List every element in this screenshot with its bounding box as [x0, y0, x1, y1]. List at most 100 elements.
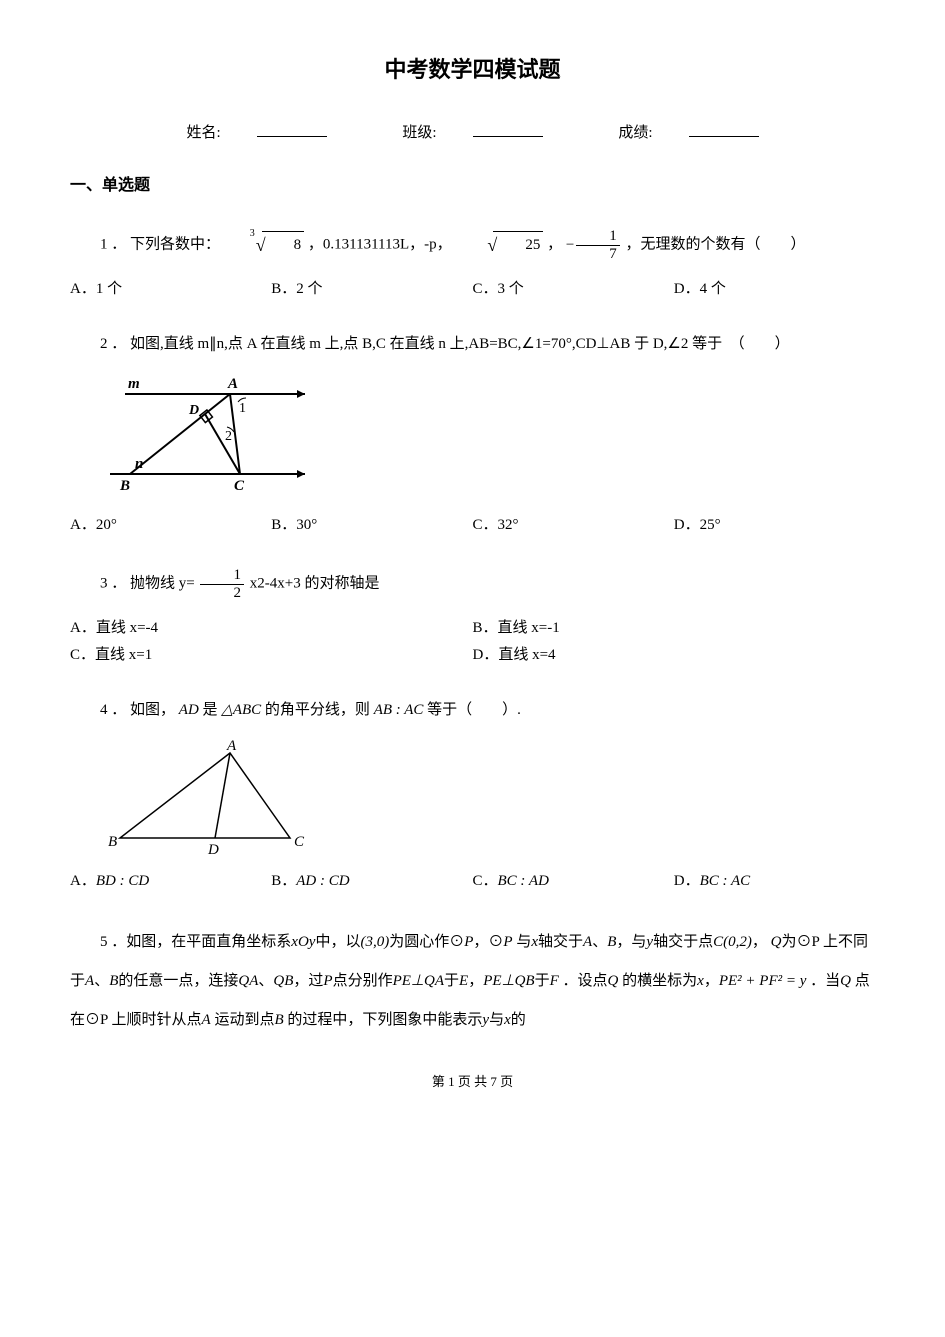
- label-A: A: [227, 376, 238, 392]
- q1-text-mid2: ，: [547, 237, 562, 253]
- q5-t2: 中，以: [315, 934, 360, 950]
- q4-c-val: BC : AD: [498, 873, 549, 889]
- q4-ratio: AB : AC: [374, 702, 424, 718]
- class-field: 班级:: [384, 125, 560, 141]
- q5-t19: 于: [535, 973, 550, 989]
- section-1-heading: 一、单选题: [70, 172, 875, 201]
- class-label: 班级:: [402, 125, 436, 141]
- q5-t27: 与: [489, 1012, 504, 1028]
- q5-x2: x: [697, 973, 704, 989]
- q5-x3: x: [504, 1012, 511, 1028]
- minus-sign: −: [566, 237, 574, 253]
- q1-text-pre: 下列各数中：: [130, 237, 220, 253]
- q5-P1: P: [464, 934, 473, 950]
- name-blank: [257, 121, 327, 137]
- label-m: m: [128, 376, 140, 392]
- q5-E1: E: [459, 973, 468, 989]
- q4-option-a: A．BD : CD: [70, 868, 271, 895]
- page-footer: 第 1 页 共 7 页: [70, 1070, 875, 1093]
- question-5: 5 ．如图，在平面直角坐标系xOy中，以(3,0)为圆心作⊙P，⊙P 与x轴交于…: [70, 923, 875, 1040]
- q2-option-c: C．32°: [473, 512, 674, 539]
- q4-option-d: D．BC : AC: [674, 868, 875, 895]
- q4-AD: AD: [179, 702, 199, 718]
- q5-QA: QA: [238, 973, 258, 989]
- q5-t3: 为圆心作⊙: [389, 934, 464, 950]
- label-C: C: [234, 478, 245, 494]
- q5-t16: 点分别作: [333, 973, 393, 989]
- student-info-row: 姓名: 班级: 成绩:: [70, 120, 875, 147]
- q5-t21: 的横坐标为: [622, 973, 697, 989]
- score-label: 成绩:: [618, 125, 652, 141]
- q5-t13: 的任意一点，连接: [118, 973, 238, 989]
- q5-t25: 运动到点: [211, 1012, 275, 1028]
- q2-figure: m n A B C D 1 2: [100, 372, 875, 502]
- q5-PEQA: PE⊥QA: [393, 973, 444, 989]
- q5-t4: ，⊙: [473, 934, 503, 950]
- q5-t6: 轴交于: [538, 934, 583, 950]
- question-1: 1 ． 下列各数中： 3√8 ，0.131131113L，-p， √25 ， −…: [70, 228, 875, 262]
- q5-QB: QB: [273, 973, 293, 989]
- q4-figure: A B C D: [100, 738, 875, 858]
- q5-eq: PE² + PF² = y: [719, 973, 807, 989]
- q3-option-b: B．直线 x=-1: [473, 615, 876, 642]
- q5-t17: 于: [444, 973, 459, 989]
- q4-pre: 如图，: [130, 702, 175, 718]
- label-D: D: [188, 403, 199, 418]
- q5-t8: ，与: [616, 934, 646, 950]
- q2-option-b: B．30°: [271, 512, 472, 539]
- neg-one-seventh: −17: [566, 237, 626, 253]
- q4-a-val: BD : CD: [96, 873, 149, 889]
- q5-PEQB: PE⊥QB: [483, 973, 534, 989]
- page-title: 中考数学四模试题: [70, 50, 875, 90]
- q5-t9: 轴交于点: [653, 934, 713, 950]
- q5-t18: ，: [468, 973, 483, 989]
- q4-a-label: A．: [70, 873, 96, 889]
- q5-Q2: Q: [608, 973, 619, 989]
- q2-options: A．20° B．30° C．32° D．25°: [70, 512, 875, 539]
- q3-option-a: A．直线 x=-4: [70, 615, 473, 642]
- score-field: 成绩:: [600, 125, 776, 141]
- q5-C02: C(0,2): [713, 934, 752, 950]
- q2-option-d: D．25°: [674, 512, 875, 539]
- q1-text-mid1: ，0.131131113L，-p，: [308, 237, 452, 253]
- q1-options: A．1 个 B．2 个 C．3 个 D．4 个: [70, 276, 875, 303]
- q5-B2: B: [109, 973, 118, 989]
- label-D: D: [207, 842, 219, 858]
- label-A: A: [226, 738, 237, 754]
- q4-triangle: △ABC: [221, 702, 261, 718]
- q5-t12: 、: [94, 973, 109, 989]
- label-C: C: [294, 834, 305, 850]
- q3-text-post: x2-4x+3 的对称轴是: [250, 576, 380, 592]
- label-B: B: [119, 478, 130, 494]
- q4-post: 等于（ ）.: [427, 702, 521, 718]
- question-2: 2 ． 如图,直线 m∥n,点 A 在直线 m 上,点 B,C 在直线 n 上,…: [70, 331, 875, 358]
- q5-p30: (3,0): [360, 934, 389, 950]
- sqrt-arg: 25: [493, 231, 543, 259]
- q4-b-val: AD : CD: [296, 873, 349, 889]
- label-angle2: 2: [225, 429, 232, 444]
- q5-F1: F: [550, 973, 559, 989]
- frac-den: 2: [200, 585, 244, 602]
- q5-A1: A: [583, 934, 592, 950]
- q5-Q1: Q: [771, 934, 782, 950]
- q3-option-c: C．直线 x=1: [70, 642, 473, 669]
- q5-B3: B: [274, 1012, 283, 1028]
- q3-options: A．直线 x=-4 B．直线 x=-1 C．直线 x=1 D．直线 x=4: [70, 615, 875, 669]
- cube-root-8: 3√8: [224, 229, 304, 261]
- q1-number: 1 ．: [100, 237, 126, 253]
- q5-t26: 的过程中，下列图象中能表示: [284, 1012, 483, 1028]
- q1-option-c: C．3 个: [473, 276, 674, 303]
- q5-t23: ．当: [806, 973, 840, 989]
- q3-text-pre: 抛物线 y=: [130, 576, 195, 592]
- q1-option-b: B．2 个: [271, 276, 472, 303]
- q2-number: 2 ．: [100, 336, 126, 352]
- frac-num: 1: [200, 567, 244, 585]
- q2-text: 如图,直线 m∥n,点 A 在直线 m 上,点 B,C 在直线 n 上,AB=B…: [130, 336, 790, 352]
- q4-d-val: BC : AC: [700, 873, 751, 889]
- q4-option-c: C．BC : AD: [473, 868, 674, 895]
- q1-option-a: A．1 个: [70, 276, 271, 303]
- q4-mid1: 是: [203, 702, 218, 718]
- q4-option-b: B．AD : CD: [271, 868, 472, 895]
- q5-t10: ，: [752, 934, 767, 950]
- q4-options: A．BD : CD B．AD : CD C．BC : AD D．BC : AC: [70, 868, 875, 895]
